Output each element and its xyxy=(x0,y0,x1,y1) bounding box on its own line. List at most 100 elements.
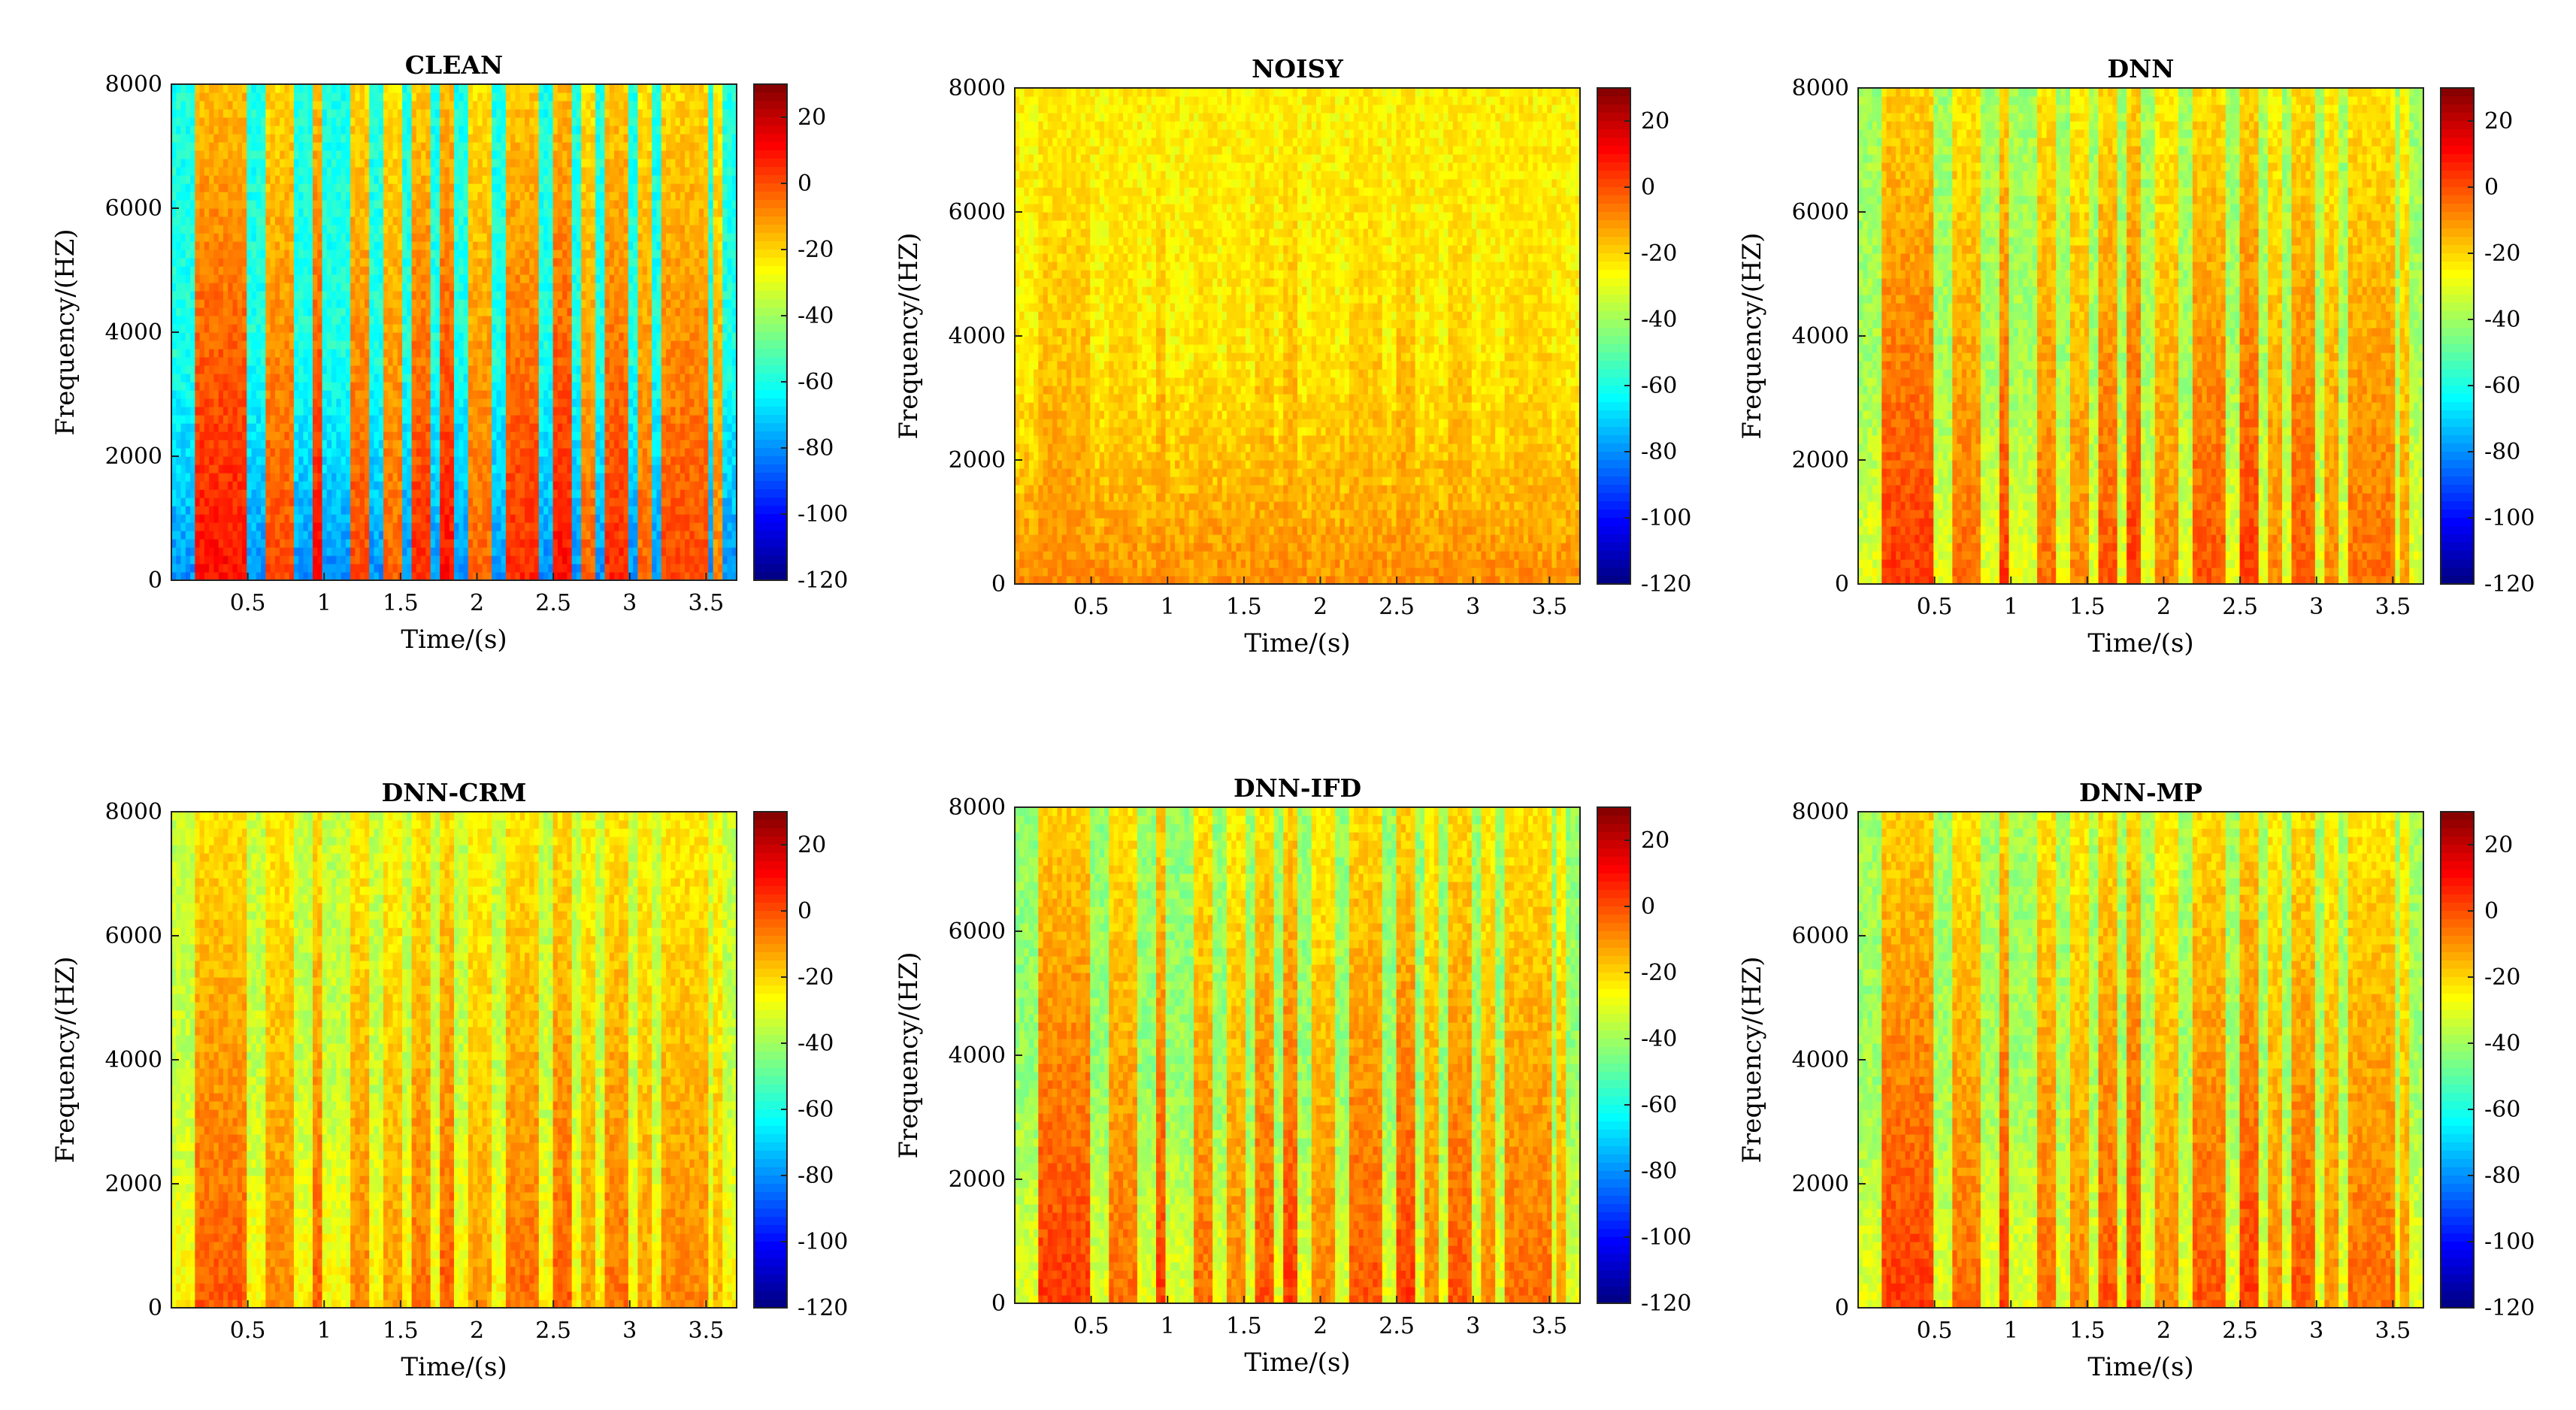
spectrogram-cell xyxy=(515,340,521,349)
spectrogram-cell xyxy=(468,340,474,349)
spectrogram-cell xyxy=(383,522,389,531)
spectrogram-cell xyxy=(313,464,318,474)
spectrogram-cell xyxy=(265,274,271,283)
spectrogram-cell xyxy=(265,481,271,490)
spectrogram-cell xyxy=(425,142,431,151)
spectrogram-cell xyxy=(454,109,459,118)
spectrogram-cell xyxy=(303,324,309,333)
spectrogram-cell xyxy=(440,555,446,564)
spectrogram-cell xyxy=(185,365,191,374)
spectrogram-cell xyxy=(383,183,389,192)
spectrogram-cell xyxy=(364,233,370,242)
spectrogram-cell xyxy=(444,506,450,515)
spectrogram-cell xyxy=(463,283,469,292)
spectrogram-cell xyxy=(407,464,413,474)
spectrogram-cell xyxy=(326,357,332,366)
spectrogram-cell xyxy=(482,473,488,482)
spectrogram-cell xyxy=(199,564,205,573)
spectrogram-cell xyxy=(326,407,332,416)
spectrogram-cell xyxy=(473,167,478,176)
spectrogram-cell xyxy=(529,431,535,440)
spectrogram-cell xyxy=(265,456,271,465)
spectrogram-cell xyxy=(171,547,177,556)
spectrogram-cell xyxy=(180,547,186,556)
spectrogram-cell xyxy=(515,531,521,540)
spectrogram-cell xyxy=(434,324,440,333)
spectrogram-cell xyxy=(326,225,332,234)
spectrogram-cell xyxy=(209,398,214,407)
spectrogram-cell xyxy=(444,192,450,201)
spectrogram-cell xyxy=(378,92,384,101)
spectrogram-cell xyxy=(341,208,347,217)
spectrogram-cell xyxy=(430,324,436,333)
spectrogram-cell xyxy=(529,481,535,490)
spectrogram-cell xyxy=(190,390,195,399)
spectrogram-cell xyxy=(454,216,459,225)
spectrogram-cell xyxy=(496,382,502,391)
spectrogram-cell xyxy=(213,539,219,548)
spectrogram-cell xyxy=(307,456,313,465)
spectrogram-cell xyxy=(505,382,511,391)
spectrogram-cell xyxy=(534,423,540,432)
spectrogram-cell xyxy=(543,374,549,383)
spectrogram-cell xyxy=(374,159,380,168)
spectrogram-cell xyxy=(307,92,313,101)
spectrogram-cell xyxy=(232,382,238,391)
spectrogram-cell xyxy=(341,200,347,209)
spectrogram-cell xyxy=(548,109,554,118)
spectrogram-cell xyxy=(454,390,459,399)
spectrogram-cell xyxy=(543,101,549,110)
spectrogram-cell xyxy=(459,448,465,457)
spectrogram-cell xyxy=(463,291,469,300)
spectrogram-cell xyxy=(322,225,328,234)
spectrogram-cell xyxy=(496,84,502,93)
spectrogram-cell xyxy=(402,374,407,383)
spectrogram-cell xyxy=(317,167,323,176)
spectrogram-cell xyxy=(284,167,290,176)
spectrogram-cell xyxy=(350,514,356,523)
spectrogram-cell xyxy=(557,564,563,573)
spectrogram-cell xyxy=(411,283,417,292)
spectrogram-cell xyxy=(317,390,323,399)
spectrogram-cell xyxy=(411,349,417,358)
spectrogram-cell xyxy=(313,175,318,184)
spectrogram-cell xyxy=(468,473,474,482)
spectrogram-cell xyxy=(293,374,299,383)
spectrogram-cell xyxy=(331,208,337,217)
spectrogram-cell xyxy=(209,200,214,209)
spectrogram-cell xyxy=(421,564,426,573)
spectrogram-cell xyxy=(454,167,459,176)
spectrogram-cell xyxy=(256,84,262,93)
spectrogram-cell xyxy=(280,159,285,168)
spectrogram-cell xyxy=(388,241,394,250)
spectrogram-cell xyxy=(364,456,370,465)
spectrogram-cell xyxy=(359,473,365,482)
spectrogram-cell xyxy=(180,200,186,209)
spectrogram-cell xyxy=(195,200,201,209)
spectrogram-cell xyxy=(496,241,502,250)
spectrogram-cell xyxy=(298,258,304,267)
spectrogram-cell xyxy=(289,473,295,482)
spectrogram-cell xyxy=(350,109,356,118)
spectrogram-cell xyxy=(213,159,219,168)
spectrogram-cell xyxy=(247,291,253,300)
spectrogram-cell xyxy=(232,233,238,242)
spectrogram-cell xyxy=(468,250,474,259)
spectrogram-cell xyxy=(543,464,549,474)
spectrogram-cell xyxy=(195,126,201,135)
spectrogram-cell xyxy=(492,134,497,143)
spectrogram-cell xyxy=(364,324,370,333)
spectrogram-cell xyxy=(525,498,530,507)
spectrogram-cell xyxy=(261,407,266,416)
spectrogram-cell xyxy=(298,365,304,374)
spectrogram-cell xyxy=(440,456,446,465)
spectrogram-cell xyxy=(199,506,205,515)
spectrogram-cell xyxy=(444,514,450,523)
spectrogram-cell xyxy=(247,498,253,507)
spectrogram-cell xyxy=(185,92,191,101)
spectrogram-cell xyxy=(416,274,422,283)
spectrogram-cell xyxy=(289,374,295,383)
spectrogram-cell xyxy=(228,357,234,366)
spectrogram-cell xyxy=(548,498,554,507)
spectrogram-cell xyxy=(496,456,502,465)
